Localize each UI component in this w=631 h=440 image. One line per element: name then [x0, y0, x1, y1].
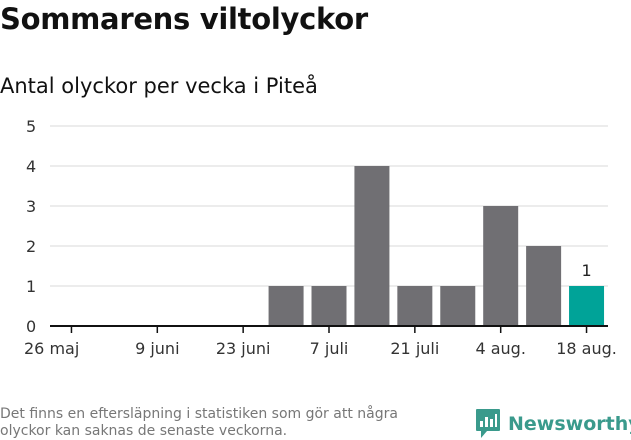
y-tick-label: 2 [26, 237, 36, 256]
x-tick-label: 21 juli [390, 339, 439, 358]
x-tick-label: 7 juli [310, 339, 349, 358]
bar-14-juli [354, 166, 390, 326]
chart-title: Sommarens viltolyckor [0, 2, 368, 36]
y-tick-label: 1 [26, 277, 36, 296]
brand-logo[interactable]: Newsworthy [475, 408, 631, 440]
bar-28-juli [440, 286, 476, 326]
bar-chart: 0 1 2 3 4 5 1 26 maj 9 juni 23 juni 7 juli 21 jul… [24, 117, 617, 358]
y-axis-ticks: 0 1 2 3 4 5 [26, 117, 36, 336]
data-label: 1 [581, 261, 591, 280]
data-labels: 1 [581, 261, 591, 280]
bar-30-juni [268, 286, 304, 326]
chart-subtitle: Antal olyckor per vecka i Piteå [0, 74, 318, 98]
x-tick-label: 9 juni [135, 339, 179, 358]
y-tick-label: 5 [26, 117, 36, 136]
x-tick-label: 4 aug. [475, 339, 525, 358]
bar-18-aug [569, 286, 605, 326]
bars [268, 166, 605, 326]
bar-7-juli [311, 286, 347, 326]
bar-4-aug [483, 206, 519, 326]
y-tick-label: 3 [26, 197, 36, 216]
bar-21-juli [397, 286, 433, 326]
x-axis: 26 maj 9 juni 23 juni 7 juli 21 juli 4 aug. 18… [24, 325, 617, 358]
y-tick-label: 0 [26, 317, 36, 336]
x-tick-label: 18 aug. [556, 339, 617, 358]
gridlines [50, 125, 608, 287]
bar-11-aug [526, 246, 562, 326]
y-tick-label: 4 [26, 157, 36, 176]
x-tick-label: 23 juni [216, 339, 271, 358]
brand-name: Newsworthy [508, 413, 631, 435]
newsworthy-logo-icon [476, 409, 500, 438]
footnote: Det finns en eftersläpning i statistiken… [0, 406, 398, 439]
x-tick-label: 26 maj [24, 339, 79, 358]
